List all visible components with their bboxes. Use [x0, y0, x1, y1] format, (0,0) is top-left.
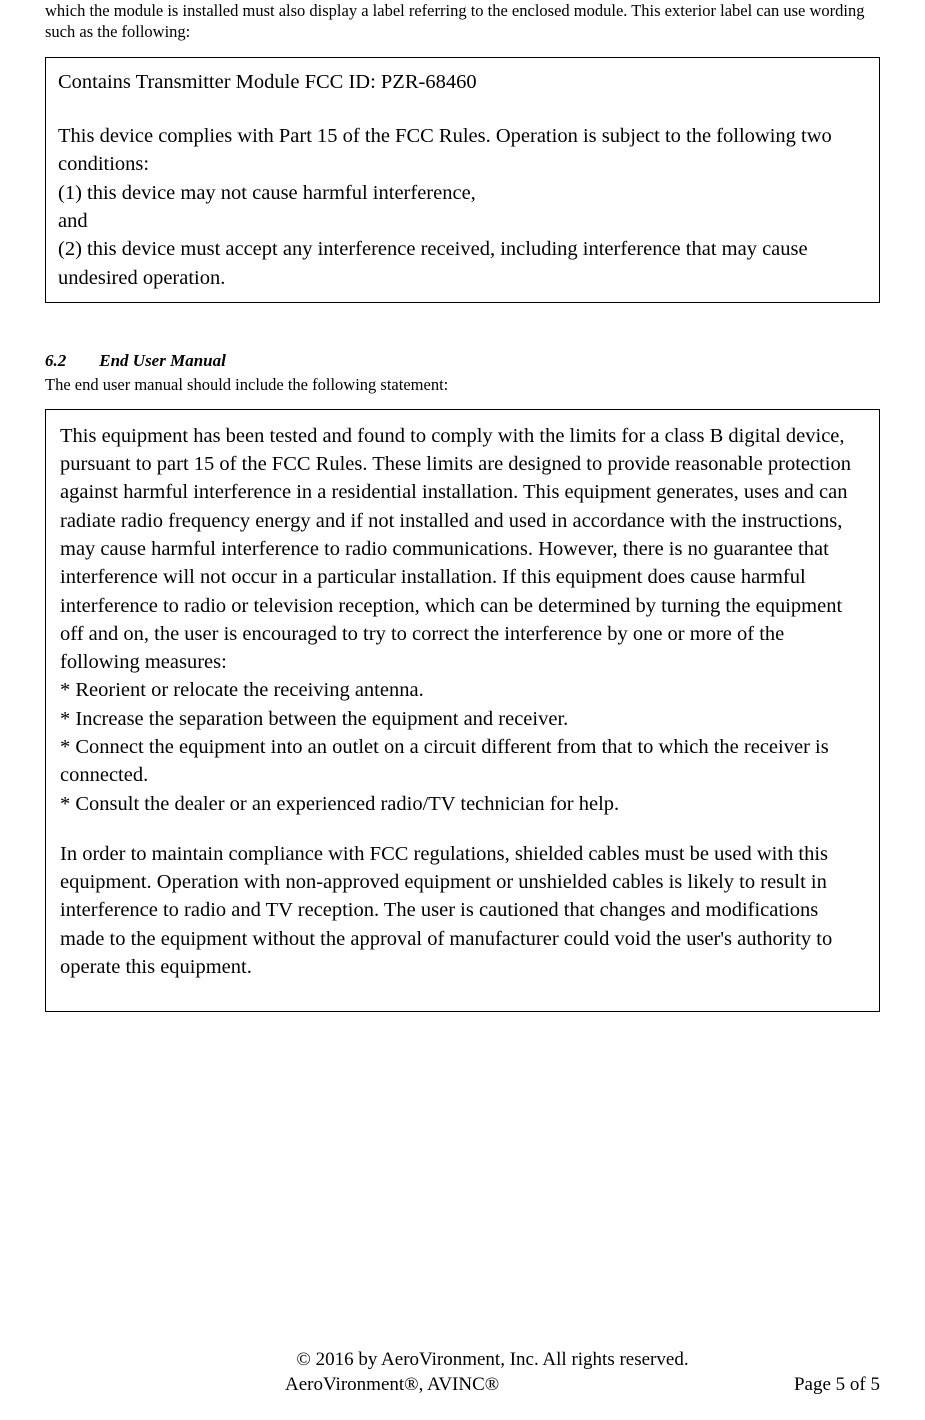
page-footer: © 2016 by AeroVironment, Inc. All rights…: [45, 1347, 880, 1398]
manual-bullet-1: * Reorient or relocate the receiving ant…: [60, 676, 865, 704]
fcc-id-line: Contains Transmitter Module FCC ID: PZR-…: [58, 68, 867, 96]
section-number: 6.2: [45, 351, 95, 371]
compliance-statement: This device complies with Part 15 of the…: [58, 122, 867, 179]
end-user-manual-box: This equipment has been tested and found…: [45, 409, 880, 1012]
section-intro: The end user manual should include the f…: [45, 375, 880, 395]
footer-trademark: AeroVironment®, AVINC®: [285, 1372, 499, 1398]
condition-2: (2) this device must accept any interfer…: [58, 235, 867, 292]
section-title: End User Manual: [99, 351, 226, 370]
manual-bullet-3: * Connect the equipment into an outlet o…: [60, 733, 865, 790]
condition-and: and: [58, 207, 867, 235]
manual-paragraph-2: In order to maintain compliance with FCC…: [60, 840, 865, 981]
intro-paragraph: which the module is installed must also …: [45, 0, 880, 43]
fcc-label-box: Contains Transmitter Module FCC ID: PZR-…: [45, 57, 880, 303]
manual-bullet-2: * Increase the separation between the eq…: [60, 705, 865, 733]
condition-1: (1) this device may not cause harmful in…: [58, 179, 867, 207]
manual-bullet-4: * Consult the dealer or an experienced r…: [60, 790, 865, 818]
footer-page-number: Page 5 of 5: [794, 1372, 880, 1398]
section-heading: 6.2 End User Manual: [45, 351, 880, 371]
manual-paragraph-1: This equipment has been tested and found…: [60, 422, 865, 677]
footer-copyright: © 2016 by AeroVironment, Inc. All rights…: [105, 1347, 880, 1373]
